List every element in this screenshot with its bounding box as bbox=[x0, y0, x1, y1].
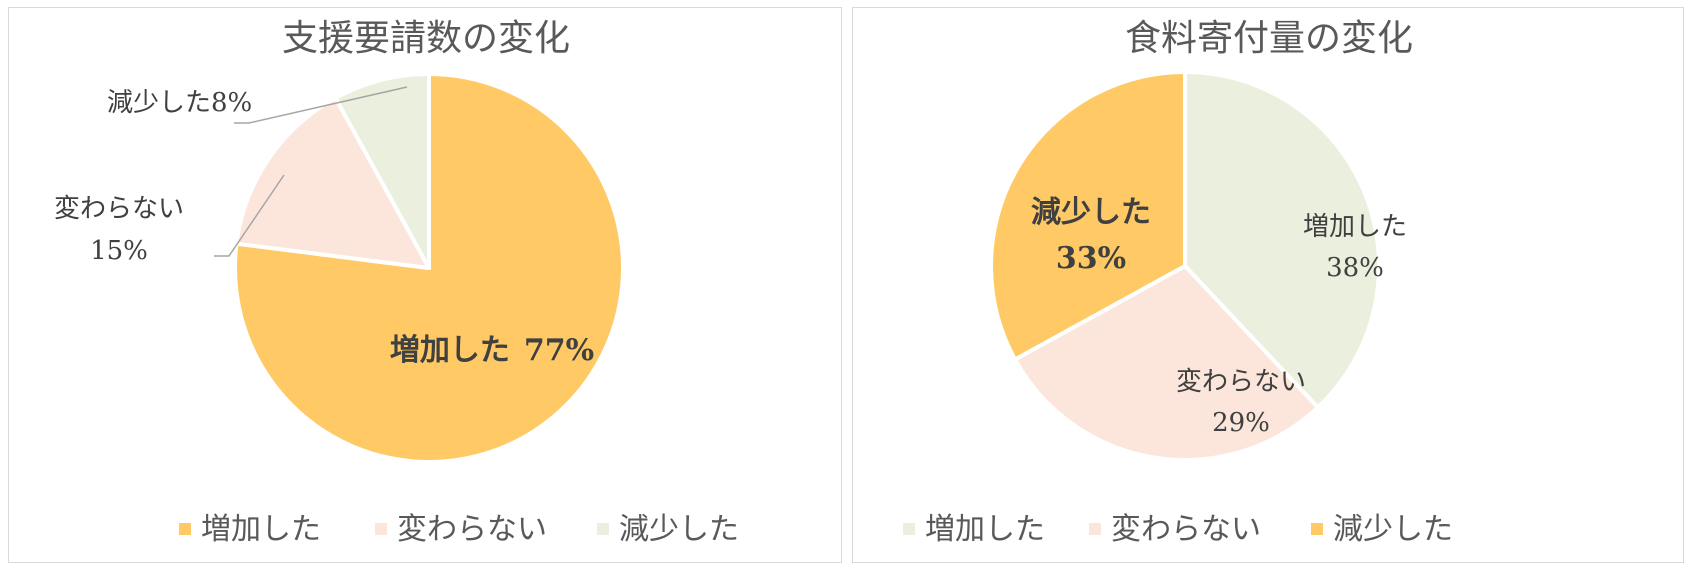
pie-slice-decreased bbox=[333, 72, 431, 270]
data-label-decreased-name: 減少した bbox=[1031, 195, 1151, 230]
data-label-unchanged-name: 変わらない bbox=[54, 194, 184, 224]
legend-swatch-decreased bbox=[597, 523, 609, 535]
chart-title: 支援要請数の変化 bbox=[282, 18, 570, 59]
chart-panel-donations: 食料寄付量の変化 増加した 38% 変わらない 29% 減少した 33% 増加し… bbox=[852, 7, 1684, 563]
chart-title: 食料寄付量の変化 bbox=[1125, 18, 1413, 59]
leader-line-unchanged bbox=[214, 174, 285, 257]
legend-swatch-increased bbox=[903, 523, 915, 535]
data-label-unchanged-value: 29% bbox=[1212, 408, 1270, 438]
pie-chart-requests: 支援要請数の変化 減少した8% 変わらない 15% 増加した 77% 増加した 変… bbox=[54, 18, 739, 547]
legend-label-decreased: 減少した bbox=[1333, 512, 1453, 547]
data-label-increased: 増加した 77% bbox=[390, 333, 594, 368]
legend-swatch-increased bbox=[179, 523, 191, 535]
pie-slice-increased bbox=[233, 72, 625, 464]
legend: 増加した 変わらない 減少した bbox=[903, 512, 1453, 547]
data-label-decreased: 減少した8% bbox=[107, 88, 252, 118]
pie-slice-increased bbox=[1183, 70, 1381, 410]
legend-label-increased: 増加した bbox=[925, 512, 1045, 547]
pie-slice-decreased bbox=[989, 70, 1187, 362]
legend-label-decreased: 減少した bbox=[619, 512, 739, 547]
legend: 増加した 変わらない 減少した bbox=[179, 512, 739, 547]
leader-line-decreased bbox=[234, 86, 408, 124]
legend-swatch-unchanged bbox=[375, 523, 387, 535]
pie-chart-donations: 食料寄付量の変化 増加した 38% 変わらない 29% 減少した 33% 増加し… bbox=[903, 18, 1453, 547]
data-label-decreased-value: 33% bbox=[1056, 241, 1126, 276]
data-label-increased-value: 38% bbox=[1326, 253, 1384, 283]
legend-label-increased: 増加した bbox=[201, 512, 321, 547]
chart-panel-requests: 支援要請数の変化 減少した8% 変わらない 15% 増加した 77% 増加した 変… bbox=[8, 7, 842, 563]
data-label-increased-name: 増加した bbox=[1303, 212, 1407, 242]
legend-swatch-decreased bbox=[1311, 523, 1323, 535]
legend-swatch-unchanged bbox=[1089, 523, 1101, 535]
legend-label-unchanged: 変わらない bbox=[397, 512, 547, 547]
data-label-unchanged-value: 15% bbox=[90, 236, 148, 266]
pie-slice-unchanged bbox=[1013, 264, 1320, 462]
legend-label-unchanged: 変わらない bbox=[1111, 512, 1261, 547]
data-label-unchanged-name: 変わらない bbox=[1176, 367, 1306, 397]
